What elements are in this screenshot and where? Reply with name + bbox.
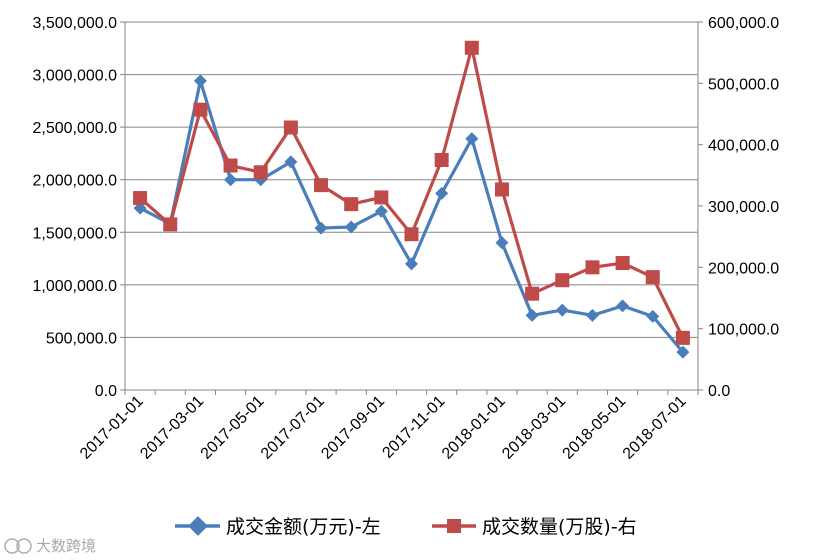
data-point bbox=[525, 308, 539, 322]
data-point bbox=[223, 158, 238, 173]
data-point bbox=[405, 257, 418, 271]
right-tick-label: 600,000.0 bbox=[708, 15, 779, 32]
data-point bbox=[676, 345, 690, 359]
data-point bbox=[555, 303, 569, 317]
x-tick-label: 2017-07-01 bbox=[258, 393, 328, 463]
x-tick-label: 2017-01-01 bbox=[77, 393, 147, 463]
data-point bbox=[525, 286, 540, 301]
data-point bbox=[495, 236, 509, 250]
data-point bbox=[435, 186, 449, 200]
data-point bbox=[374, 190, 389, 205]
data-point bbox=[404, 227, 419, 242]
x-tick-label: 2018-03-01 bbox=[499, 393, 569, 463]
series-line-0 bbox=[139, 79, 685, 354]
legend-item-volume: 成交数量(万股)-右 bbox=[432, 516, 637, 538]
left-tick-label: 2,000,000.0 bbox=[32, 173, 117, 190]
data-point bbox=[645, 270, 660, 285]
data-point bbox=[163, 217, 178, 232]
left-tick-label: 1,500,000.0 bbox=[32, 225, 117, 242]
x-tick-label: 2017-09-01 bbox=[318, 393, 388, 463]
data-point bbox=[283, 120, 298, 135]
left-tick-label: 2,500,000.0 bbox=[32, 120, 117, 137]
axes bbox=[124, 22, 699, 391]
x-tick-label: 2018-01-01 bbox=[439, 393, 509, 463]
left-tick-label: 3,500,000.0 bbox=[32, 15, 117, 32]
data-point bbox=[344, 197, 359, 212]
right-tick-label: 300,000.0 bbox=[708, 199, 779, 216]
legend: 成交金额(万元)-左 成交数量(万股)-右 bbox=[175, 516, 637, 538]
right-tick-label: 100,000.0 bbox=[708, 322, 779, 339]
data-point bbox=[464, 40, 479, 55]
right-tick-label: 400,000.0 bbox=[708, 138, 779, 155]
legend-label-amount: 成交金额(万元)-左 bbox=[226, 516, 381, 538]
data-point bbox=[133, 191, 148, 206]
x-tick-label: 2018-07-01 bbox=[620, 393, 690, 463]
left-tick-label: 0.0 bbox=[95, 383, 117, 400]
data-point bbox=[494, 182, 509, 197]
data-point bbox=[284, 155, 298, 169]
data-point bbox=[314, 178, 329, 193]
legend-marker-volume bbox=[447, 519, 461, 533]
x-tick-label: 2017-11-01 bbox=[379, 393, 448, 462]
left-tick-label: 1,000,000.0 bbox=[32, 278, 117, 295]
data-point bbox=[465, 132, 479, 146]
series-1 bbox=[133, 40, 690, 345]
data-point bbox=[555, 273, 570, 288]
data-point bbox=[616, 299, 630, 313]
data-point bbox=[646, 309, 660, 323]
x-tick-label: 2017-05-01 bbox=[198, 393, 268, 463]
right-axis-ticks: 0.0 100,000.0 200,000.0 300,000.0 400,000.0 5… bbox=[698, 15, 779, 400]
watermark-text: 大数跨境 bbox=[36, 537, 96, 555]
series-0 bbox=[133, 74, 690, 359]
gridlines bbox=[125, 21, 698, 338]
data-point bbox=[224, 173, 238, 187]
data-point bbox=[344, 220, 358, 234]
series-layer bbox=[133, 40, 690, 359]
data-point bbox=[434, 153, 449, 167]
right-tick-label: 500,000.0 bbox=[708, 76, 779, 93]
series-line-1 bbox=[139, 46, 685, 339]
x-tick-label: 2018-05-01 bbox=[560, 393, 630, 463]
data-point bbox=[675, 330, 690, 345]
legend-item-amount: 成交金额(万元)-左 bbox=[175, 516, 381, 538]
watermark-logo-icon-2 bbox=[16, 538, 32, 554]
data-point bbox=[585, 308, 599, 322]
data-point bbox=[314, 221, 328, 235]
right-tick-label: 0.0 bbox=[708, 383, 730, 400]
x-tick-label: 2017-03-01 bbox=[137, 393, 207, 463]
watermark: 大数跨境 bbox=[4, 537, 96, 555]
watermark-logo-icon bbox=[4, 538, 20, 554]
data-point bbox=[253, 165, 268, 180]
data-point bbox=[585, 260, 600, 275]
data-point bbox=[193, 102, 208, 117]
left-tick-label: 3,000,000.0 bbox=[32, 68, 117, 85]
right-tick-label: 200,000.0 bbox=[708, 260, 779, 277]
x-axis-ticks: 2017-01-012017-03-012017-05-012017-07-01… bbox=[77, 390, 699, 463]
left-tick-label: 500,000.0 bbox=[46, 330, 117, 347]
data-point bbox=[615, 256, 630, 271]
left-axis-ticks: 0.0 500,000.0 1,000,000.0 1,500,000.0 2,000,… bbox=[32, 15, 125, 400]
data-point bbox=[374, 204, 388, 218]
legend-label-volume: 成交数量(万股)-右 bbox=[482, 516, 637, 538]
data-point bbox=[193, 74, 207, 88]
legend-marker-amount bbox=[188, 516, 208, 536]
